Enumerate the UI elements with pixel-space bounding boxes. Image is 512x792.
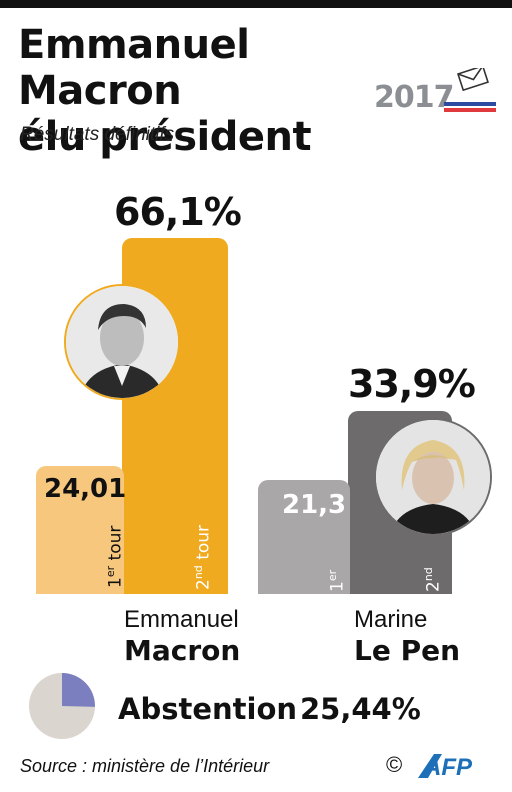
lepen-round1-label: 21,3: [282, 490, 347, 520]
macron-round2-label: 66,1%: [114, 190, 242, 234]
macron-round1-axis-label: 1er tour: [104, 525, 126, 588]
afp-logo: AFP: [418, 754, 473, 780]
afp-logo-text: AFP: [423, 754, 473, 780]
abstention-value: 25,44%: [300, 692, 421, 726]
lepen-first-name: Marine: [354, 606, 428, 633]
abstention-pie-slice: [62, 673, 96, 707]
envelope-icon: [444, 68, 496, 112]
lepen-last-name: Le Pen: [354, 634, 461, 667]
election-2017-logo: 2017: [374, 68, 498, 122]
lepen-round1-bar: [258, 480, 350, 594]
macron-round1-label: 24,01: [44, 474, 127, 504]
lepen-round1-axis-label: 1er: [326, 569, 348, 592]
macron-round1-bar: [36, 466, 124, 594]
badge-year: 2017: [374, 80, 454, 115]
page-title: Emmanuel Macron élu président: [18, 22, 368, 160]
copyright-symbol: ©: [386, 752, 403, 777]
macron-first-name: Emmanuel: [124, 606, 239, 633]
abstention-label: Abstention: [118, 692, 298, 726]
title-line-1: Emmanuel Macron: [18, 22, 250, 114]
subtitle: Résultats définitifs: [20, 124, 175, 145]
lepen-round2-label: 33,9%: [348, 362, 476, 406]
title-line-2: élu président: [18, 114, 312, 160]
abstention-pie-chart: [29, 673, 96, 739]
macron-portrait: [64, 284, 180, 400]
source-note: Source : ministère de l’Intérieur: [20, 756, 270, 776]
lepen-portrait: [374, 418, 492, 536]
lepen-round2-axis-label: 2nd: [422, 567, 444, 592]
top-rule: [0, 0, 512, 8]
macron-last-name: Macron: [124, 634, 241, 667]
macron-round2-axis-label: 2nd tour: [192, 524, 214, 590]
